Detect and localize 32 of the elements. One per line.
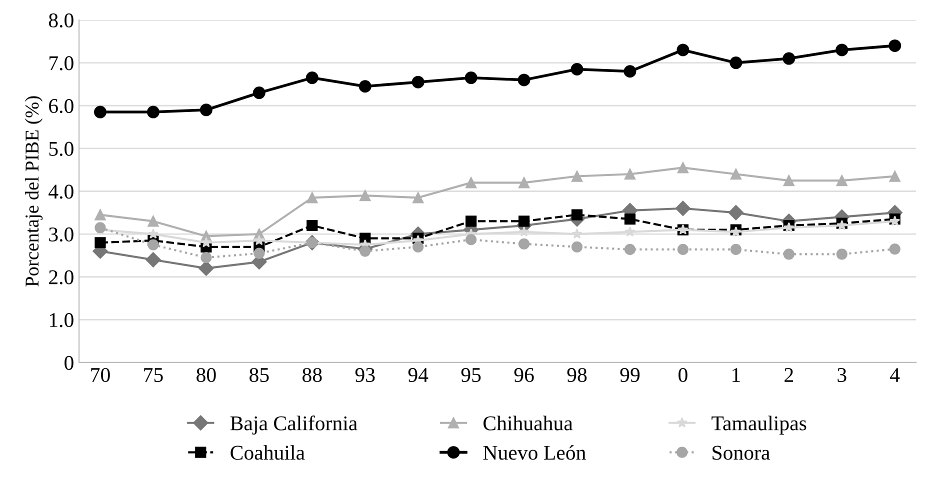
x-tick-label: 1 — [732, 368, 740, 382]
y-tick-label: 8.0 — [48, 13, 74, 28]
x-tick-label: 93 — [355, 368, 375, 382]
x-tick-label: 80 — [196, 368, 216, 382]
x-tick-label: 95 — [461, 368, 481, 382]
y-tick-label: 5.0 — [49, 142, 74, 156]
y-axis-title: Porcentaje del PIBE (%) — [24, 96, 43, 287]
y-tick-label: 6.0 — [49, 99, 74, 114]
x-tick-label: 2 — [784, 368, 793, 382]
legend-label: Nuevo León — [483, 445, 586, 460]
legend-label: Baja California — [230, 416, 358, 435]
x-tick-label: 98 — [567, 368, 587, 382]
legend-label: Chihuahua — [484, 416, 573, 430]
y-tick-label: 7.0 — [50, 56, 74, 70]
y-tick-label: 3.0 — [49, 227, 74, 242]
y-tick-label: 1.0 — [50, 313, 74, 328]
legend-label: Sonora — [712, 446, 770, 460]
x-tick-label: 70 — [91, 368, 110, 382]
x-tick-label: 85 — [250, 368, 269, 382]
x-tick-label: 99 — [620, 368, 640, 382]
x-tick-label: 88 — [302, 368, 322, 382]
x-tick-label: 94 — [408, 368, 428, 382]
legend-label: Tamaulipas — [712, 416, 806, 435]
x-tick-label: 0 — [678, 368, 688, 382]
x-tick-label: 96 — [514, 368, 534, 382]
y-tick-label: 4.0 — [48, 184, 74, 199]
x-tick-label: 75 — [144, 368, 163, 382]
legend-label: Coahuila — [230, 445, 305, 460]
x-tick-label: 3 — [838, 368, 846, 382]
y-tick-label: 0 — [64, 356, 74, 370]
y-tick-label: 2.0 — [49, 270, 74, 284]
x-tick-label: 4 — [890, 368, 900, 382]
